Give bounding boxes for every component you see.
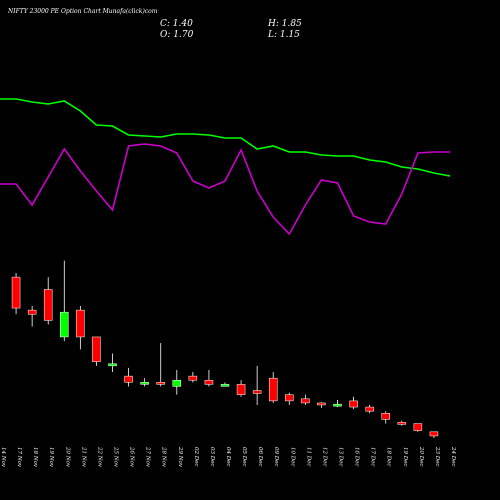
x-tick-label: 23 Dec [434,446,440,467]
x-tick-label: 13 Dec [338,447,344,467]
x-tick-label: 05 Dec [241,447,247,467]
candle [301,394,310,405]
x-tick-label: 18 Dec [386,447,392,467]
candle [204,369,214,387]
x-tick-label: 09 Dec [273,447,279,467]
x-tick-label: 22 Nov [96,446,102,468]
x-tick-label: 27 Nov [145,446,151,468]
candle [188,372,198,383]
candle [124,367,133,387]
x-axis: 14 Nov 17 Nov 18 Nov 19 Nov 20 Nov 21 Nov 22 N… [0,446,456,468]
candle [27,306,37,327]
x-tick-label: 04 Dec [225,447,231,467]
candle [108,353,117,372]
candle-body [220,384,230,387]
candle-body [108,363,117,367]
candle [43,277,53,325]
x-tick-label: 10 Dec [289,447,295,467]
x-tick-label: 24 Dec [450,446,456,467]
candle-body [365,406,374,412]
candle-body [76,309,85,338]
candle-body [413,423,423,431]
x-tick-label: 11 Dec [305,447,311,467]
candle-body [285,394,294,402]
candle [252,365,262,405]
candle-body [236,384,246,395]
candle [317,402,326,408]
candle [381,411,390,424]
candle [333,400,342,408]
candle [60,260,69,342]
candle [156,343,165,387]
candle [413,423,423,432]
candle-body [60,311,69,338]
candle-body [397,422,407,425]
x-tick-label: 06 Dec [257,447,263,467]
candle [11,273,21,315]
candle-body [268,377,278,402]
x-tick-label: 20 Dec [418,446,424,467]
candle [220,382,230,387]
x-tick-label: 28 Nov [161,446,167,468]
x-tick-label: 17 Nov [16,447,22,468]
candle-body [172,380,182,387]
x-tick-label: 20 Nov [64,446,70,468]
candle [268,372,278,403]
open-value: O: 1.70 [160,30,194,40]
x-tick-label: 26 Nov [129,446,135,468]
x-tick-label: 19 Nov [48,447,54,468]
candle [236,380,246,397]
candle-body [188,375,198,381]
candle [397,420,407,426]
x-tick-label: 25 Nov [113,446,119,468]
candle-body [317,402,326,406]
candle-body [333,403,342,407]
candle-body [27,309,37,315]
candle-body [92,336,101,362]
x-tick-label: 18 Nov [32,447,38,468]
x-tick-label: 16 Dec [354,447,360,467]
candle-body [252,390,262,394]
x-tick-label: 21 Nov [80,446,86,468]
chart-title: NIFTY 23000 PE Option Chart Munafa(click… [7,8,158,15]
candle-body [204,380,214,385]
candle [285,392,294,405]
candle [172,369,182,395]
candles [11,260,439,438]
x-tick-label: 03 Dec [209,447,215,467]
candle [92,336,101,366]
high-value: H: 1.85 [267,19,302,29]
green-line-series [0,98,451,177]
candle-body [429,431,439,437]
x-tick-label: 12 Dec [321,447,327,467]
candle-body [301,398,310,404]
x-tick-label: 02 Dec [193,447,199,467]
candle-body [11,276,21,309]
candle [76,306,85,350]
magenta-line-series [0,143,450,236]
candle-body [43,289,53,321]
x-tick-label: 14 Nov [0,447,6,468]
low-value: L: 1.15 [267,30,300,40]
candle-body [124,375,133,383]
x-tick-label: 17 Dec [370,447,376,467]
candle [429,431,439,438]
candle [140,378,149,387]
candle-body [156,382,165,385]
candle-body [349,400,358,408]
candle-body [140,382,149,385]
x-tick-label: 29 Nov [177,446,183,468]
close-value: C: 1.40 [160,19,193,29]
candle [365,405,374,414]
x-tick-label: 19 Dec [402,447,408,467]
candle-body [381,413,390,420]
candle [349,396,358,410]
indicator-lines [0,98,451,236]
